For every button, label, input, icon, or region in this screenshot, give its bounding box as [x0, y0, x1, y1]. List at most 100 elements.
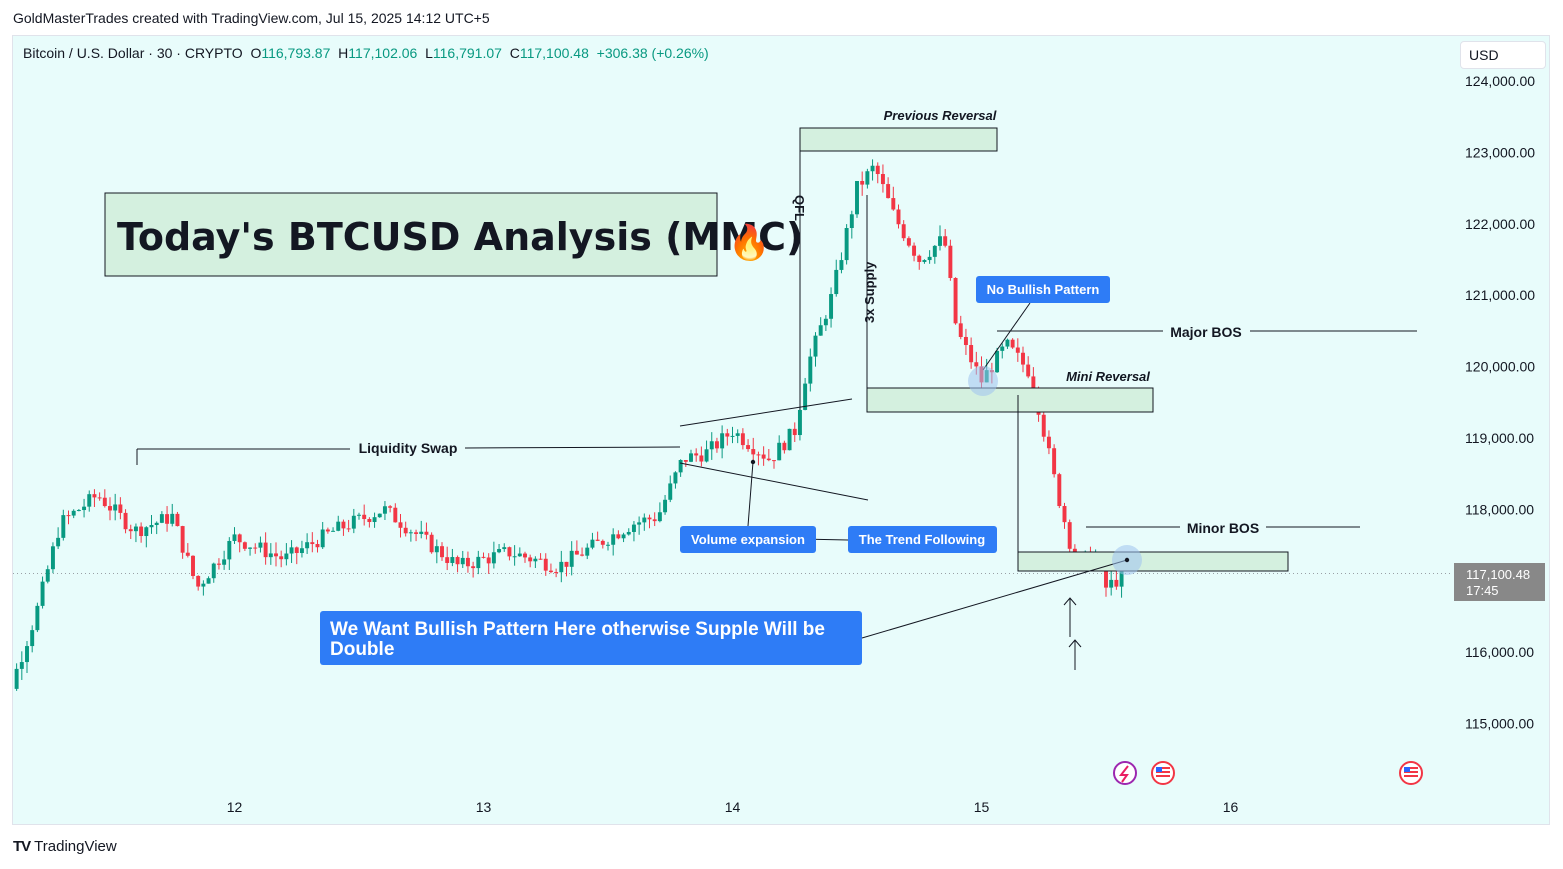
candle-body — [709, 441, 714, 450]
candle-body — [82, 506, 87, 511]
candle-body — [590, 539, 595, 548]
y-tick-label: 119,000.00 — [1465, 430, 1534, 446]
currency-button[interactable]: USD — [1460, 41, 1546, 69]
candle-body — [341, 521, 346, 529]
candle-body — [943, 236, 948, 246]
candle-body — [170, 513, 175, 524]
candle-body — [481, 556, 486, 558]
candle-body — [232, 534, 237, 541]
candle-body — [165, 514, 170, 524]
candle-body — [533, 558, 538, 562]
candles-layer — [14, 159, 1124, 691]
candle-body — [663, 499, 668, 513]
candle-body — [1005, 339, 1010, 347]
candle-body — [30, 630, 35, 647]
candle-body — [927, 256, 932, 261]
candle-body — [906, 238, 911, 246]
annotations-layer: Today's BTCUSD Analysis (MMC) 🔥 Previous… — [104, 108, 1423, 785]
candle-body — [647, 517, 652, 520]
candle-body — [1031, 376, 1036, 389]
candle-body — [569, 550, 574, 567]
candle-body — [912, 245, 917, 256]
candle-body — [299, 548, 304, 554]
candle-body — [813, 335, 818, 357]
candle-body — [855, 180, 859, 215]
candle-body — [40, 581, 45, 606]
candle-body — [434, 546, 439, 553]
candle-body — [248, 547, 253, 549]
bullish-note-callout — [320, 611, 862, 665]
candle-body — [284, 553, 289, 560]
candle-body — [398, 522, 403, 528]
candle-body — [388, 506, 393, 508]
candle-body — [860, 180, 865, 185]
candle-body — [1021, 352, 1025, 365]
candle-body — [66, 515, 71, 517]
candle-body — [102, 497, 107, 507]
candle-body — [823, 318, 828, 326]
liquidity-swap-line-right — [464, 446, 681, 449]
candle-body — [201, 583, 206, 587]
previous-reversal-label: Previous Reversal — [884, 108, 997, 123]
tradingview-logo[interactable]: TV TradingView — [13, 838, 117, 855]
candle-body — [471, 566, 476, 569]
no-bullish-label: No Bullish Pattern — [987, 282, 1100, 297]
candle-body — [211, 563, 216, 579]
candle-body — [880, 174, 885, 185]
candle-body — [310, 542, 315, 545]
close-label: C — [509, 45, 520, 61]
candle-body — [735, 433, 740, 436]
candle-body — [720, 433, 725, 449]
candle-body — [154, 522, 159, 526]
candle-body — [865, 171, 870, 185]
candle-body — [870, 165, 875, 172]
candle-body — [616, 534, 621, 539]
symbol-name[interactable]: Bitcoin / U.S. Dollar · 30 · CRYPTO — [23, 45, 243, 61]
triangle-lower-line — [679, 462, 869, 501]
y-tick-label: 120,000.00 — [1465, 359, 1535, 375]
candle-body — [258, 542, 263, 548]
candle-body — [673, 472, 678, 484]
qfl-label: QFL — [792, 195, 807, 221]
bullish-note-line-1: We Want Bullish Pattern Here otherwise S… — [330, 619, 825, 640]
candle-body — [548, 570, 553, 573]
symbol-legend[interactable]: Bitcoin / U.S. Dollar · 30 · CRYPTO O116… — [23, 45, 709, 61]
candle-body — [455, 557, 460, 565]
candle-body — [382, 506, 387, 514]
no-bullish-callout — [976, 276, 1110, 303]
high-label: H — [338, 45, 349, 61]
candle-body — [969, 345, 974, 363]
candle-body — [564, 561, 569, 567]
candle-body — [206, 578, 211, 584]
candle-body — [808, 356, 813, 384]
candle-body — [896, 209, 901, 225]
mini-reversal-label: Mini Reversal — [1066, 369, 1150, 384]
candle-body — [35, 605, 40, 631]
candle-body — [123, 512, 128, 530]
candle-body — [797, 409, 802, 436]
candle-body — [279, 556, 284, 560]
candle-body — [922, 260, 927, 262]
candle-body — [657, 512, 662, 522]
note-pointer — [861, 559, 1128, 639]
candle-body — [517, 553, 522, 557]
volume-expansion-callout — [680, 526, 816, 553]
candle-body — [777, 442, 782, 461]
candle-body — [730, 435, 735, 437]
no-bullish-highlight — [968, 366, 998, 396]
candle-body — [792, 428, 797, 436]
last-price-value: 117,100.48 — [1466, 567, 1530, 582]
previous-reversal-zone — [799, 127, 998, 152]
candle-body — [917, 255, 922, 262]
candle-body — [393, 507, 398, 523]
candle-body — [953, 277, 958, 324]
candle-body — [683, 460, 688, 462]
chart-title: Today's BTCUSD Analysis (MMC) — [117, 215, 803, 259]
candle-body — [543, 558, 548, 571]
y-tick-label: 115,000.00 — [1465, 715, 1534, 731]
tradingview-mark-icon: TV — [13, 838, 31, 855]
candle-body — [1109, 579, 1114, 588]
candle-body — [1062, 506, 1067, 523]
trend-following-label: The Trend Following — [859, 532, 985, 547]
chart-area[interactable] — [12, 35, 1550, 825]
